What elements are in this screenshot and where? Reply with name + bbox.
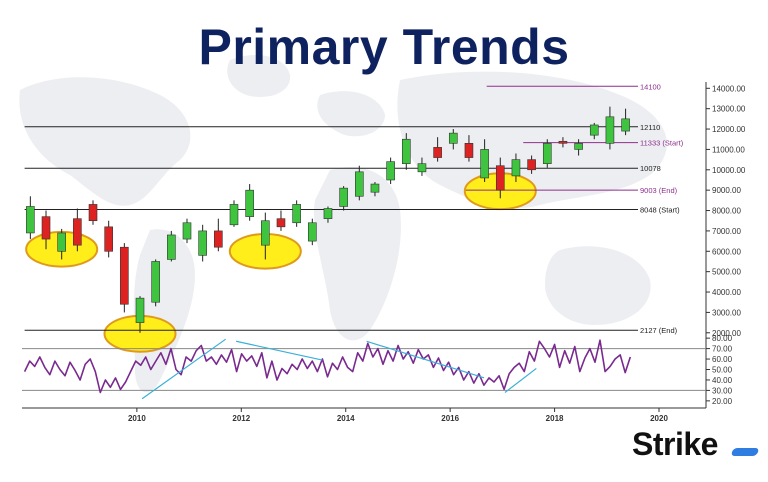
candle-body (621, 118, 630, 132)
candle-body (292, 204, 301, 224)
candle-body (558, 140, 568, 144)
y-tick-label: 14000.00 (712, 84, 746, 93)
candle-body (542, 143, 552, 164)
rsi-trendline (366, 340, 485, 379)
candle-body (120, 246, 129, 305)
candle-body (386, 161, 395, 181)
rsi-tick-label: 50.00 (712, 366, 733, 375)
rsi-tick-label: 80.00 (712, 334, 733, 343)
y-tick-label: 6000.00 (712, 247, 741, 256)
rsi-line (23, 339, 632, 394)
candle-body (339, 187, 348, 207)
candle-body (589, 124, 599, 136)
level-label: 9003 (End) (640, 186, 678, 195)
candle-body (448, 132, 458, 144)
candle-body (401, 138, 411, 164)
x-tick-label: 2016 (441, 414, 459, 423)
candle-body (605, 116, 615, 144)
candle-body (323, 208, 333, 219)
page-title: Primary Trends (198, 19, 570, 75)
candle-body (151, 261, 160, 303)
rsi-trendline (141, 338, 226, 400)
candle-body (308, 222, 317, 242)
candle-body (135, 297, 145, 323)
candle-body (574, 143, 583, 150)
x-tick-label: 2018 (546, 414, 564, 423)
candle-body (261, 220, 270, 246)
candle-body (41, 216, 51, 240)
candle-body (511, 159, 521, 177)
y-tick-label: 5000.00 (712, 268, 741, 277)
candle-body (182, 222, 192, 240)
y-tick-label: 13000.00 (712, 105, 746, 114)
candle-body (417, 163, 427, 173)
level-label: 11333 (Start) (640, 139, 684, 148)
level-label: 14100 (640, 82, 661, 91)
candle-body (527, 159, 536, 171)
candle-body (433, 147, 442, 158)
candle-body (276, 218, 286, 228)
rsi-tick-label: 60.00 (712, 355, 733, 364)
candle-body (370, 183, 380, 193)
rsi-tick-label: 40.00 (712, 376, 733, 385)
rsi-tick-label: 20.00 (712, 397, 733, 406)
y-tick-label: 11000.00 (712, 145, 745, 154)
y-tick-label: 4000.00 (712, 288, 741, 297)
candle-body (464, 143, 474, 158)
candle-body (104, 226, 113, 252)
candle-body (198, 230, 207, 256)
x-tick-label: 2020 (650, 414, 668, 423)
candle-body (355, 171, 364, 197)
rsi-trendline (235, 340, 323, 361)
y-tick-label: 3000.00 (712, 308, 741, 317)
level-label: 10078 (640, 164, 661, 173)
y-tick-label: 9000.00 (712, 186, 741, 195)
candle-body (167, 234, 176, 260)
brand-logo: Strike (632, 426, 760, 463)
candle-body (245, 189, 254, 217)
y-tick-label: 8000.00 (712, 207, 741, 216)
candle-body (26, 206, 35, 234)
y-tick-label: 2000.00 (712, 329, 741, 338)
rsi-tick-label: 70.00 (712, 345, 733, 354)
x-tick-label: 2014 (337, 414, 355, 423)
rsi-trendline (504, 367, 537, 393)
level-label: 12110 (640, 123, 660, 132)
x-tick-label: 2010 (128, 414, 146, 423)
y-tick-label: 12000.00 (712, 125, 746, 134)
rsi-tick-label: 30.00 (712, 386, 733, 395)
y-tick-label: 7000.00 (712, 227, 741, 236)
candle-body (480, 149, 489, 179)
level-label: 2127 (End) (640, 326, 678, 335)
logo-swoosh-icon (730, 448, 760, 456)
brand-name: Strike (632, 426, 718, 462)
candle-body (495, 165, 505, 191)
y-tick-label: 10000.00 (712, 166, 746, 175)
candle-body (214, 230, 223, 248)
x-tick-label: 2012 (232, 414, 250, 423)
candle-body (73, 218, 82, 246)
candle-body (57, 232, 66, 252)
level-label: 8048 (Start) (640, 206, 680, 215)
candle-body (88, 204, 98, 222)
candle-body (229, 204, 239, 226)
